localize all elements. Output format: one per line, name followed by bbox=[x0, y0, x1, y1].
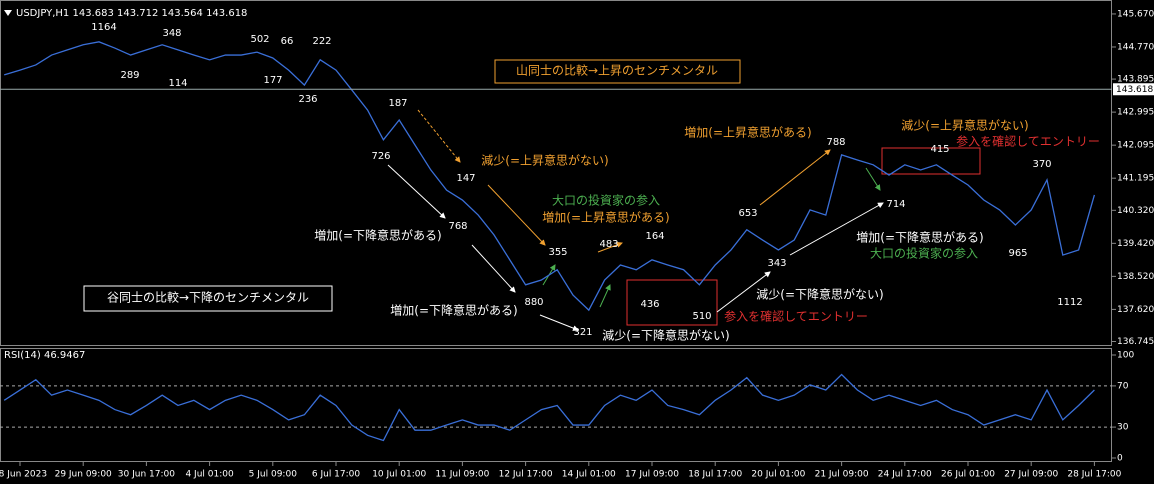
y-tick-label: 138.520 bbox=[1117, 272, 1154, 282]
annotation: 483 bbox=[599, 239, 618, 250]
annotation: 965 bbox=[1008, 248, 1027, 259]
y-tick-label: 139.420 bbox=[1117, 239, 1154, 249]
x-tick-label: 26 Jul 01:00 bbox=[941, 470, 995, 480]
annotation: 増加(=下降意思がある) bbox=[314, 228, 441, 243]
x-tick-label: 10 Jul 01:00 bbox=[372, 470, 426, 480]
annotation: 増加(=下降意思がある) bbox=[856, 230, 983, 245]
annotation: 147 bbox=[456, 173, 475, 184]
x-tick-label: 24 Jul 17:00 bbox=[878, 470, 932, 480]
x-tick-label: 28 Jun 2023 bbox=[0, 470, 47, 480]
y-tick-label: 141.195 bbox=[1117, 174, 1154, 184]
boxes bbox=[83, 59, 981, 326]
x-tick-label: 18 Jul 17:00 bbox=[688, 470, 742, 480]
annotation: 大口の投資家の参入 bbox=[552, 193, 660, 208]
y-tick-label: 137.620 bbox=[1117, 305, 1154, 315]
annotation: 510 bbox=[692, 311, 711, 322]
y-tick-label: 70 bbox=[1117, 381, 1129, 391]
price-line bbox=[3, 373, 1095, 442]
annotation: 343 bbox=[767, 258, 786, 269]
x-tick-label: 12 Jul 17:00 bbox=[499, 470, 553, 480]
annotation: 1164 bbox=[91, 22, 116, 33]
rsi-title: RSI(14) 46.9467 bbox=[4, 350, 85, 361]
annotation: 減少(=下降意思がない) bbox=[602, 328, 729, 343]
x-tick-label: 29 Jun 09:00 bbox=[55, 470, 112, 480]
annotation: 726 bbox=[371, 151, 390, 162]
x-tick-label: 27 Jul 09:00 bbox=[1004, 470, 1058, 480]
last-price-label: 143.618 bbox=[1116, 85, 1153, 95]
y-tick-label: 143.895 bbox=[1117, 75, 1154, 85]
x-tick-label: 30 Jun 17:00 bbox=[118, 470, 175, 480]
annotation: 減少(=上昇意思がない) bbox=[901, 118, 1028, 133]
y-tick-label: 136.745 bbox=[1117, 337, 1154, 347]
price-line bbox=[4, 41, 1096, 312]
annotation: 222 bbox=[312, 36, 331, 47]
annotation: 参入を確認してエントリー bbox=[956, 134, 1100, 149]
annotation: 236 bbox=[298, 94, 317, 105]
y-tick-label: 140.320 bbox=[1117, 206, 1154, 216]
annotation: 谷同士の比較→下降のセンチメンタル bbox=[107, 290, 309, 305]
y-tick-label: 144.770 bbox=[1117, 42, 1154, 52]
x-tick-label: 5 Jul 09:00 bbox=[249, 470, 298, 480]
annotation: 114 bbox=[168, 78, 187, 89]
annotation: 714 bbox=[886, 199, 905, 210]
y-tick-label: 142.995 bbox=[1117, 108, 1154, 118]
annotation: 321 bbox=[573, 327, 592, 338]
annotation: 788 bbox=[826, 137, 845, 148]
annotation: 山同士の比較→上昇のセンチメンタル bbox=[516, 63, 718, 78]
annotation: 653 bbox=[738, 208, 757, 219]
annotation: 66 bbox=[281, 36, 294, 47]
last-price-box bbox=[1113, 83, 1154, 96]
annotation: 355 bbox=[548, 247, 567, 258]
annotation: 1112 bbox=[1057, 297, 1082, 308]
annotation: 348 bbox=[162, 28, 181, 39]
arrows bbox=[387, 109, 884, 331]
x-tick-label: 14 Jul 01:00 bbox=[562, 470, 616, 480]
chart-title: USDJPY,H1 143.683 143.712 143.564 143.61… bbox=[16, 8, 247, 19]
x-tick-label: 20 Jul 01:00 bbox=[751, 470, 805, 480]
annotation: 880 bbox=[524, 297, 543, 308]
annotation: 増加(=上昇意思がある) bbox=[542, 210, 669, 225]
annotation: 増加(=上昇意思がある) bbox=[684, 125, 811, 140]
annotation: 289 bbox=[120, 70, 139, 81]
annotation: 370 bbox=[1032, 159, 1051, 170]
y-tick-label: 145.670 bbox=[1117, 9, 1154, 19]
y-tick-label: 30 bbox=[1117, 423, 1129, 433]
x-tick-label: 21 Jul 09:00 bbox=[815, 470, 869, 480]
annotation: 参入を確認してエントリー bbox=[724, 309, 868, 324]
menu-icon[interactable] bbox=[4, 10, 12, 16]
annotation: 減少(=上昇意思がない) bbox=[481, 153, 608, 168]
y-tick-label: 142.095 bbox=[1117, 141, 1154, 151]
x-tick-label: 4 Jul 01:00 bbox=[185, 470, 234, 480]
x-tick-label: 28 Jul 17:00 bbox=[1067, 470, 1121, 480]
frame bbox=[0, 0, 1112, 462]
annotation: 768 bbox=[448, 221, 467, 232]
annotation: 177 bbox=[263, 75, 282, 86]
y-tick-label: 100 bbox=[1117, 351, 1134, 361]
x-tick-label: 6 Jul 17:00 bbox=[312, 470, 361, 480]
annotation: 増加(=下降意思がある) bbox=[390, 303, 517, 318]
annotation: 減少(=下降意思がない) bbox=[756, 287, 883, 302]
x-tick-label: 11 Jul 09:00 bbox=[435, 470, 489, 480]
annotation: 187 bbox=[388, 98, 407, 109]
annotation: 502 bbox=[250, 34, 269, 45]
annotation: 164 bbox=[645, 231, 664, 242]
annotation: 415 bbox=[930, 144, 949, 155]
x-tick-label: 17 Jul 09:00 bbox=[625, 470, 679, 480]
y-tick-label: 0 bbox=[1117, 454, 1123, 464]
annotation: 大口の投資家の参入 bbox=[870, 246, 978, 261]
annotation: 436 bbox=[640, 299, 659, 310]
